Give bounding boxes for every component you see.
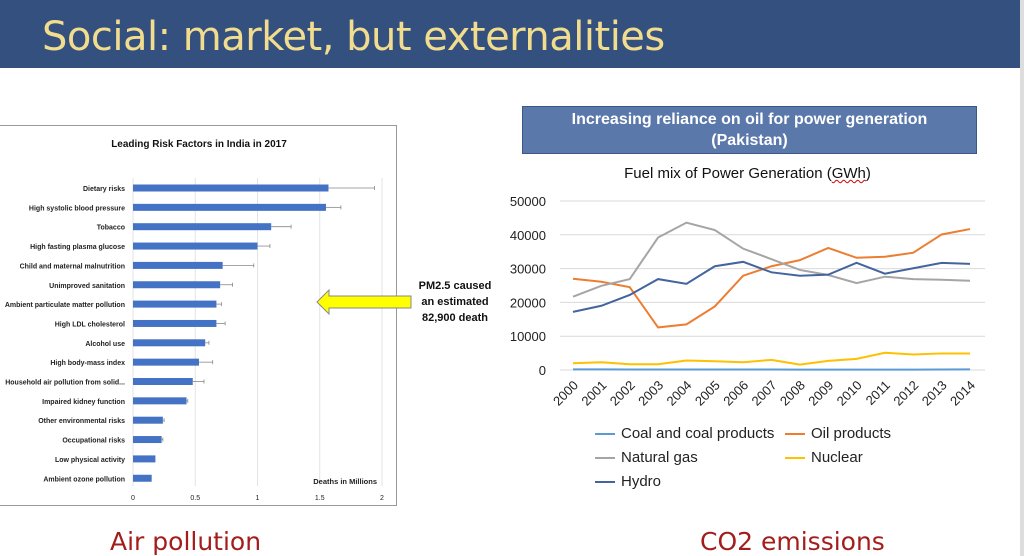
legend-swatch	[785, 456, 805, 459]
bar	[133, 339, 206, 347]
bar	[133, 319, 217, 327]
x-tick-label: 2007	[749, 378, 780, 409]
bar	[133, 378, 193, 385]
category-label: High fasting plasma glucose	[30, 244, 125, 251]
category-label: Other environmental risks	[38, 418, 125, 425]
x-tick-label: 2011	[863, 378, 893, 408]
x-tick-label: 0.5	[190, 495, 200, 502]
caption-air-pollution: Air pollution	[110, 527, 262, 556]
y-tick-label: 30000	[510, 262, 546, 277]
y-tick-label: 50000	[510, 194, 546, 209]
y-tick-label: 40000	[510, 228, 546, 243]
slide-title: Social: market, but externalities	[42, 14, 665, 60]
x-tick-label: 2010	[834, 378, 865, 409]
bar	[133, 242, 258, 250]
category-label: Dietary risks	[83, 186, 125, 193]
chart-title-box: Increasing reliance on oil for power gen…	[522, 106, 977, 154]
y-tick-label: 20000	[510, 295, 546, 310]
bar	[133, 436, 162, 444]
title-unit: GWh	[831, 165, 866, 182]
callout-line: 82,900 death	[421, 312, 489, 324]
legend-item: Oil products	[785, 425, 891, 442]
title-main: Fuel mix of Power Generation (	[624, 165, 832, 182]
category-label: High systolic blood pressure	[29, 205, 125, 212]
x-tick-label: 2006	[720, 378, 751, 409]
left-arrow-icon	[316, 289, 412, 315]
risk-factors-chart: Leading Risk Factors in India in 2017 0 0.…	[0, 125, 397, 506]
x-tick-label: 2009	[805, 378, 836, 409]
bar	[133, 416, 163, 424]
x-tick-label: 2005	[692, 378, 723, 409]
category-label: Alcohol use	[85, 341, 125, 348]
category-label: Unimproved sanitation	[49, 283, 125, 290]
category-label: Household air pollution from solid...	[5, 380, 125, 387]
category-label: Impaired kidney function	[42, 399, 125, 406]
series-line-natural-gas	[572, 221, 971, 298]
bar-chart-svg: Leading Risk Factors in India in 2017 0 0.…	[5, 139, 384, 502]
series-line-hydro	[572, 260, 971, 313]
legend-item: Nuclear	[785, 449, 863, 466]
legend-label: Natural gas	[621, 449, 698, 466]
callout-line: PM2.5 caused	[418, 280, 492, 292]
bar	[133, 358, 199, 366]
bar	[133, 397, 187, 405]
x-tick-label: 2013	[919, 378, 950, 409]
line-chart-title: Fuel mix of Power Generation (GWh)	[560, 165, 935, 182]
category-label: Tobacco	[97, 225, 125, 232]
x-tick-label: 0	[131, 495, 135, 502]
slide-edge	[1020, 0, 1024, 556]
chart-box-subtitle: (Pakistan)	[711, 132, 788, 149]
chart-box-title: Increasing reliance on oil for power gen…	[571, 111, 928, 128]
category-label: High body-mass index	[50, 360, 125, 367]
x-tick-label: 2014	[947, 378, 978, 409]
bar	[133, 223, 272, 231]
x-tick-label: 2004	[663, 378, 694, 409]
legend-swatch	[595, 480, 615, 483]
title-end: )	[865, 165, 871, 182]
legend-item: Hydro	[595, 473, 661, 490]
x-tick-label: 1	[256, 495, 260, 502]
x-tick-label: 1.5	[315, 495, 325, 502]
bar	[133, 203, 326, 211]
caption-co2-emissions: CO2 emissions	[700, 527, 885, 556]
legend-swatch	[785, 432, 805, 435]
legend-label: Coal and coal products	[621, 425, 775, 442]
legend-item: Natural gas	[595, 449, 698, 466]
x-tick-label: 2002	[607, 378, 638, 409]
category-label: Child and maternal malnutrition	[20, 263, 125, 270]
legend-label: Oil products	[811, 425, 892, 442]
x-tick-label: 2008	[777, 378, 808, 409]
x-tick-label: 2003	[635, 378, 666, 409]
y-tick-label: 10000	[510, 329, 546, 344]
x-tick-label: 2	[380, 495, 384, 502]
category-label: Occupational risks	[62, 438, 125, 445]
x-tick-label: 2001	[578, 378, 609, 409]
bar	[133, 261, 223, 269]
legend-label: Hydro	[621, 473, 662, 490]
category-label: Ambient particulate matter pollution	[5, 302, 125, 309]
bar	[133, 474, 152, 482]
bar-chart-title: Leading Risk Factors in India in 2017	[111, 139, 287, 150]
x-axis-label: Deaths in Millions	[313, 477, 377, 486]
legend-item: Coal and coal products	[595, 425, 774, 442]
x-tick-label: 2000	[550, 378, 581, 409]
x-tick-label: 2012	[890, 378, 921, 409]
category-label: High LDL cholesterol	[55, 321, 125, 328]
legend-label: Nuclear	[811, 449, 863, 466]
bar	[133, 455, 156, 463]
bar	[133, 184, 329, 192]
category-label: Ambient ozone pollution	[43, 476, 125, 483]
series-line-oil-products	[572, 228, 971, 329]
legend-swatch	[595, 432, 615, 435]
category-label: Low physical activity	[55, 457, 125, 464]
y-tick-label: 0	[539, 363, 546, 378]
series-line-nuclear	[572, 351, 970, 366]
bar	[133, 300, 217, 308]
pm25-callout: PM2.5 caused an estimated 82,900 death	[412, 278, 498, 326]
callout-line: an estimated	[421, 296, 489, 308]
bar	[133, 281, 221, 289]
legend-swatch	[595, 456, 615, 459]
slide-header: Social: market, but externalities	[0, 0, 1020, 68]
